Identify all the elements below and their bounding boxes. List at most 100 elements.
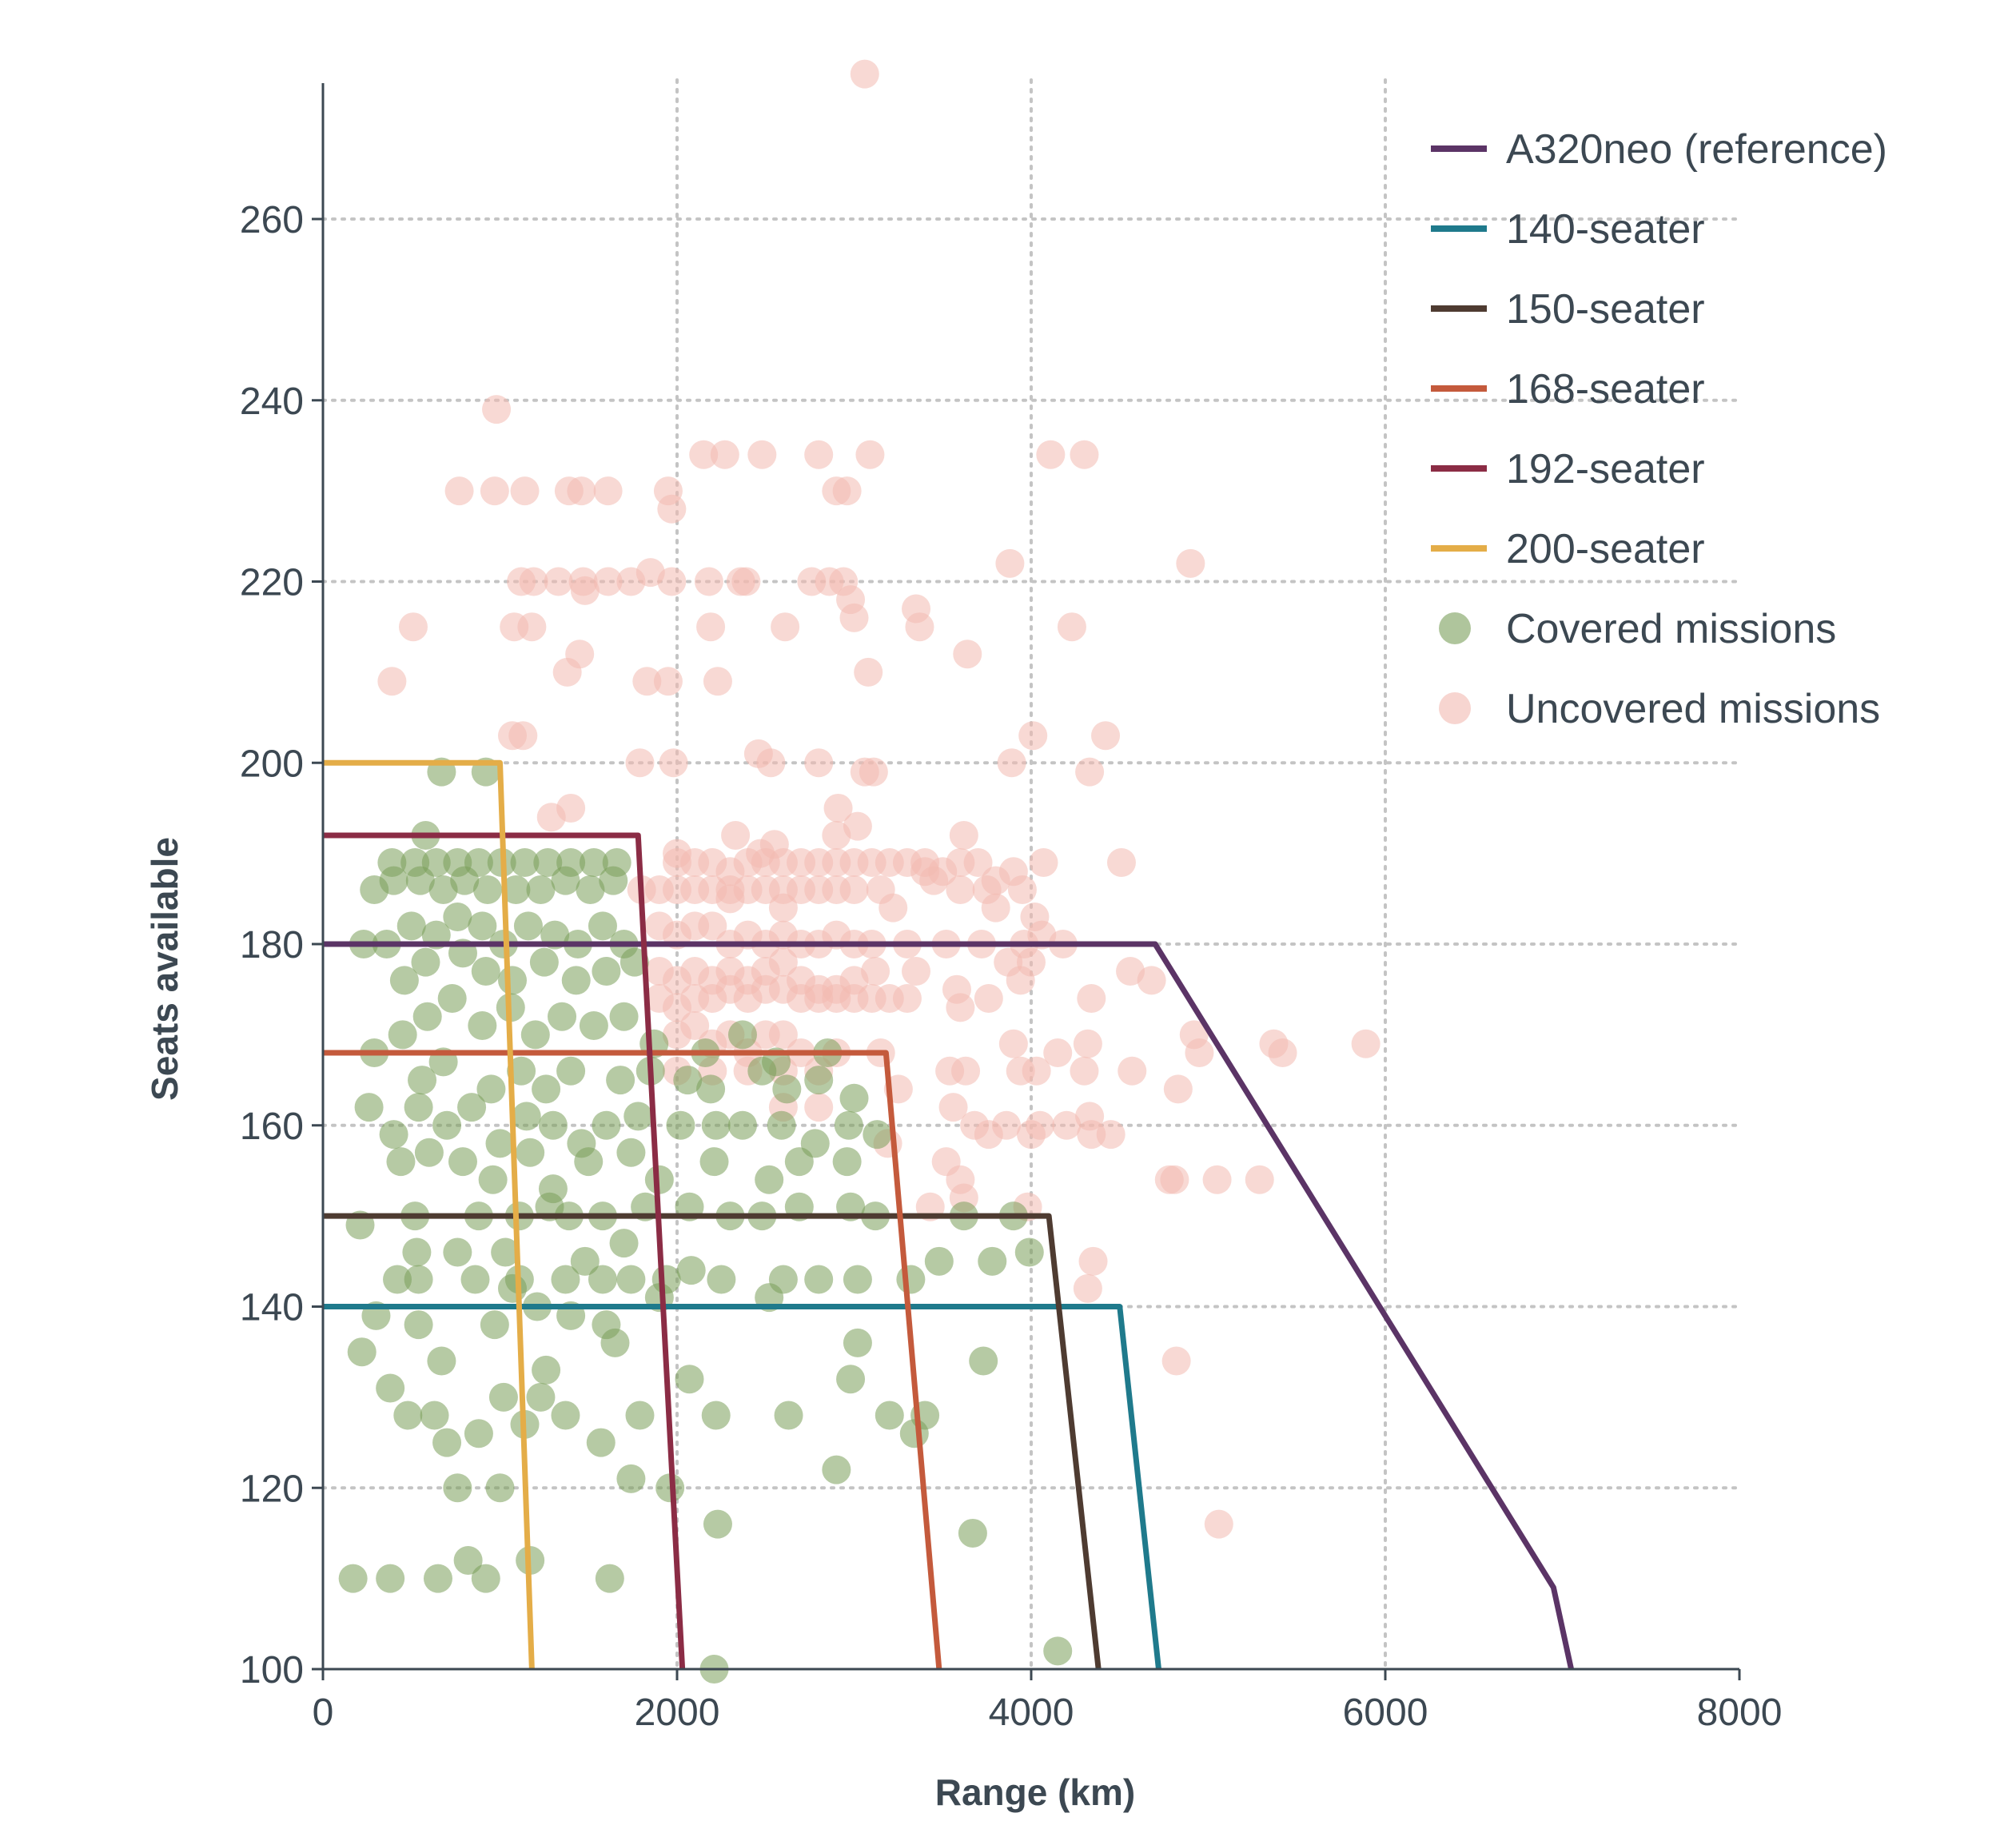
scatter-point [592,1110,621,1140]
scatter-point [981,893,1010,922]
scatter-point [963,847,993,877]
scatter-point [998,857,1028,887]
scatter-point [1204,1509,1233,1539]
scatter-point [471,1564,500,1593]
scatter-point [453,1545,483,1575]
scatter-point [586,1428,616,1457]
scatter-point [701,1401,731,1430]
scatter-point [423,1564,452,1593]
scatter-point [432,1428,462,1457]
scatter-point [850,59,879,89]
scatter-point [839,875,869,904]
scatter-point [551,1265,580,1294]
scatter-point [376,1373,405,1403]
scatter-point [644,1165,674,1194]
scatter-point [420,1401,449,1430]
legend-label: A320neo (reference) [1506,126,1887,173]
scatter-point [538,1110,568,1140]
scatter-point [1096,1120,1126,1150]
series-line [323,832,686,1670]
legend: A320neo (reference) 140-seater 150-seater 1… [1431,126,1887,732]
y-tick-label: 240 [240,381,304,423]
scatter-point [464,847,493,877]
scatter-point [386,1147,416,1177]
scatter-point [388,1020,417,1050]
scatter-point [946,875,975,904]
scatter-point [974,984,1003,1014]
scatter-point [404,1093,433,1122]
scatter-point [1017,947,1046,977]
scatter-point [570,1246,600,1276]
scatter-point [625,1401,655,1430]
scatter-point [839,1083,869,1113]
scatter-point [400,847,430,877]
scatter-point [1018,721,1048,751]
scatter-point [822,820,851,850]
scatter-point [551,1401,580,1430]
scatter-point [804,748,834,778]
scatter-point [592,957,621,986]
series-line [323,941,1574,1670]
scatter-point [570,576,600,605]
scatter-point [389,966,419,995]
scatter-point [576,875,605,904]
lines-layer [323,759,1574,1670]
scatter-point [579,1011,608,1041]
legend-swatch [1439,612,1471,644]
scatter-point [443,1237,472,1267]
scatter-point [707,1265,736,1294]
scatter-point [632,667,662,696]
x-tick-label: 4000 [989,1692,1074,1734]
scatter-point [485,1473,515,1503]
scatter-point [606,1066,635,1095]
scatter-point [383,1265,412,1294]
scatter-point [526,1382,556,1412]
scatter-point [836,1365,866,1394]
scatter-point [694,567,723,596]
scatter-point [657,567,687,596]
x-tick-label: 0 [313,1692,334,1734]
scatter-point [969,1346,998,1376]
scatter-point [715,884,745,914]
scatter-point [544,567,573,596]
scatter-point [1026,1110,1055,1140]
scatter-point [823,793,853,823]
scatter-point [595,1564,624,1593]
scatter-point [1161,1346,1191,1376]
scatter-point [958,1518,987,1548]
scatter-point [703,667,732,696]
scatter-point [625,748,655,778]
legend-label: 168-seater [1506,366,1705,412]
scatter-point [747,440,777,469]
scatter-point [657,494,687,524]
scatter-point [1137,966,1166,995]
scatter-point [768,893,798,922]
scatter-point [946,993,975,1022]
series-line [323,1304,1161,1670]
scatter-point [567,1129,596,1158]
scatter-point [443,1473,472,1503]
scatter-point [951,1056,981,1086]
scatter-point [432,1110,462,1140]
scatter-point [997,748,1026,778]
y-tick-label: 200 [240,743,304,785]
scatter-point [480,476,509,506]
scatter-point [663,839,691,868]
scatter-point [404,1265,433,1294]
scatter-point [1118,1056,1147,1086]
scatter-point [998,1029,1028,1058]
scatter-point [602,847,631,877]
scatter-point [393,1401,423,1430]
scatter-point [556,793,586,823]
legend-label: 150-seater [1506,286,1705,333]
scatter-point [485,1129,515,1158]
scatter-point [427,1346,456,1376]
scatter-point [408,1066,437,1095]
scatter-point [1160,1165,1189,1194]
scatter-point [396,911,426,941]
scatter-point [698,911,727,941]
scatter-point [701,1110,731,1140]
scatter-point [834,1110,863,1140]
legend-item: 192-seater [1431,446,1705,492]
scatter-point [593,567,623,596]
